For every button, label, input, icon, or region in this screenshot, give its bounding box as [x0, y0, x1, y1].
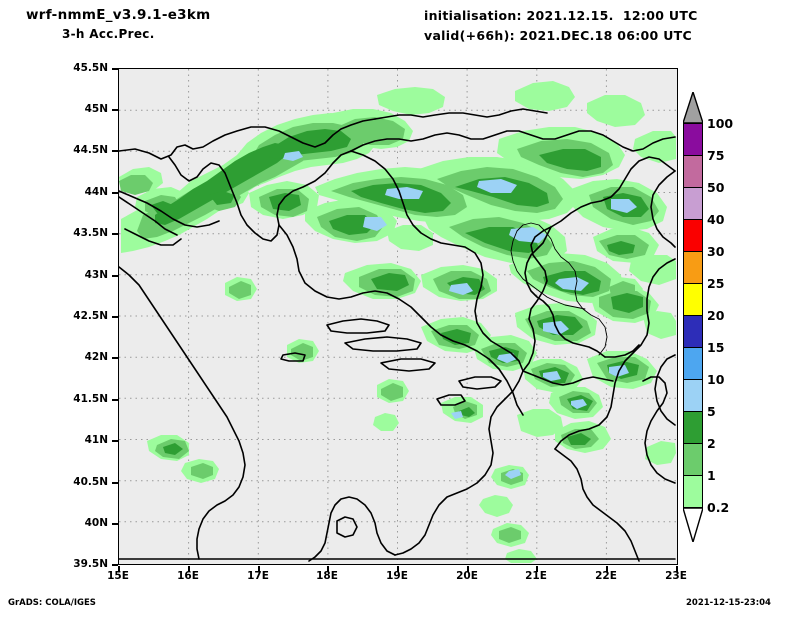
colorbar-cell-5-10[interactable]: [683, 379, 703, 411]
colorbar-label-02: 0.2: [707, 500, 730, 515]
colorbar-cell-25-30[interactable]: [683, 251, 703, 283]
x-tick-label: 16E: [177, 570, 199, 582]
valid-time: valid(+66h): 2021.DEC.18 06:00 UTC: [424, 28, 692, 43]
colorbar-cell-20-25[interactable]: [683, 283, 703, 315]
colorbar-cell-10-15[interactable]: [683, 347, 703, 379]
colorbar[interactable]: [683, 123, 703, 508]
country-borders: [119, 108, 676, 562]
y-tick-label: 39.5N: [73, 558, 108, 570]
colorbar-cell-1-2[interactable]: [683, 443, 703, 475]
y-tick-label: 42.5N: [73, 310, 108, 322]
x-tick-label: 22E: [595, 570, 617, 582]
colorbar-label-40: 40: [707, 212, 725, 227]
colorbar-cell-15-20[interactable]: [683, 315, 703, 347]
initialisation-time: initialisation: 2021.12.15. 12:00 UTC: [424, 8, 698, 23]
y-tick-label: 45.5N: [73, 62, 108, 74]
colorbar-label-5: 5: [707, 404, 716, 419]
x-tick-label: 19E: [386, 570, 408, 582]
y-tick-label: 43N: [84, 269, 108, 281]
colorbar-label-2: 2: [707, 436, 716, 451]
y-tick-label: 44N: [84, 186, 108, 198]
map-canvas: [119, 69, 676, 563]
y-tick-label: 41N: [84, 434, 108, 446]
y-tick-label: 44.5N: [73, 144, 108, 156]
colorbar-label-25: 25: [707, 276, 725, 291]
colorbar-label-10: 10: [707, 372, 725, 387]
x-tick-label: 15E: [107, 570, 129, 582]
x-tick-label: 17E: [247, 570, 269, 582]
colorbar-cell-50-75[interactable]: [683, 155, 703, 187]
x-tick-label: 21E: [525, 570, 547, 582]
map-plot-area: [118, 68, 678, 565]
colorbar-underflow-tip: [683, 508, 703, 542]
colorbar-label-30: 30: [707, 244, 725, 259]
y-tick-label: 40.5N: [73, 476, 108, 488]
colorbar-label-20: 20: [707, 308, 725, 323]
y-tick-label: 42N: [84, 351, 108, 363]
colorbar-label-15: 15: [707, 340, 725, 355]
colorbar-cell-02-1[interactable]: [683, 475, 703, 508]
colorbar-label-75: 75: [707, 148, 725, 163]
colorbar-label-1: 1: [707, 468, 716, 483]
colorbar-cell-75-100[interactable]: [683, 123, 703, 155]
colorbar-label-50: 50: [707, 180, 725, 195]
x-tick-label: 23E: [665, 570, 687, 582]
precip-band-lightblue: [283, 151, 637, 479]
render-timestamp: 2021-12-15-23:04: [686, 598, 771, 608]
colorbar-cell-40-50[interactable]: [683, 187, 703, 219]
x-tick-label: 18E: [316, 570, 338, 582]
y-tick-label: 41.5N: [73, 393, 108, 405]
colorbar-cell-2-5[interactable]: [683, 411, 703, 443]
colorbar-cell-30-40[interactable]: [683, 219, 703, 251]
y-tick-label: 45N: [84, 103, 108, 115]
model-title: wrf-nmmE_v3.9.1-e3km: [26, 7, 211, 23]
colorbar-label-100: 100: [707, 116, 734, 131]
y-tick-label: 43.5N: [73, 227, 108, 239]
x-tick-label: 20E: [456, 570, 478, 582]
grads-credit: GrADS: COLA/IGES: [8, 598, 96, 608]
colorbar-overflow-tip: [683, 92, 703, 123]
field-title: 3-h Acc.Prec.: [62, 27, 155, 41]
y-tick-label: 40N: [84, 517, 108, 529]
